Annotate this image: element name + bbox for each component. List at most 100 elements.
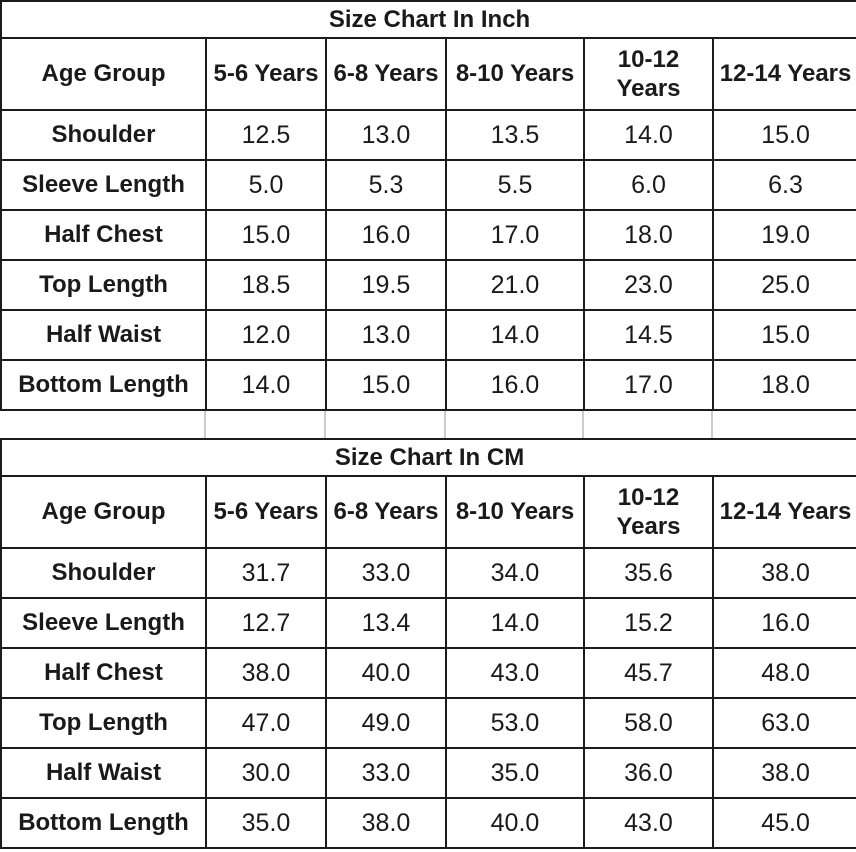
column-header-10-12-years: 10-12 Years	[583, 37, 714, 111]
table-row-shoulder: Shoulder 12.5 13.0 13.5 14.0 15.0	[0, 109, 856, 161]
size-value: 35.0	[445, 747, 585, 799]
table-row-sleeve-length: Sleeve Length 5.0 5.3 5.5 6.0 6.3	[0, 159, 856, 211]
size-value: 14.0	[445, 597, 585, 649]
size-value: 40.0	[445, 797, 585, 849]
row-label: Shoulder	[0, 109, 207, 161]
size-value: 33.0	[325, 747, 447, 799]
row-label: Bottom Length	[0, 359, 207, 411]
size-value: 12.7	[205, 597, 327, 649]
size-value: 16.0	[711, 597, 856, 649]
size-value: 13.4	[325, 597, 447, 649]
size-value: 19.0	[711, 209, 856, 261]
table-gap	[0, 411, 856, 438]
column-header-10-12-years: 10-12 Years	[583, 475, 714, 549]
size-value: 18.5	[205, 259, 327, 311]
size-value: 43.0	[445, 647, 585, 699]
size-value: 38.0	[711, 747, 856, 799]
size-value: 15.0	[711, 309, 856, 361]
size-value: 5.5	[445, 159, 585, 211]
column-header-12-14-years: 12-14 Years	[711, 37, 856, 111]
table-row-bottom-length: Bottom Length 14.0 15.0 16.0 17.0 18.0	[0, 359, 856, 411]
size-value: 18.0	[711, 359, 856, 411]
size-value: 38.0	[325, 797, 447, 849]
size-value: 6.3	[711, 159, 856, 211]
size-value: 5.3	[325, 159, 447, 211]
table-title-cm: Size Chart In CM	[0, 438, 856, 477]
size-value: 14.0	[445, 309, 585, 361]
table-row-top-length: Top Length 47.0 49.0 53.0 58.0 63.0	[0, 697, 856, 749]
size-value: 14.5	[583, 309, 714, 361]
row-label: Half Waist	[0, 747, 207, 799]
row-label: Half Chest	[0, 209, 207, 261]
row-label: Half Waist	[0, 309, 207, 361]
size-value: 15.0	[325, 359, 447, 411]
size-value: 40.0	[325, 647, 447, 699]
row-label: Top Length	[0, 697, 207, 749]
size-value: 63.0	[711, 697, 856, 749]
table-row-shoulder: Shoulder 31.7 33.0 34.0 35.6 38.0	[0, 547, 856, 599]
size-value: 35.0	[205, 797, 327, 849]
size-value: 31.7	[205, 547, 327, 599]
row-label: Half Chest	[0, 647, 207, 699]
row-label: Bottom Length	[0, 797, 207, 849]
size-value: 14.0	[583, 109, 714, 161]
size-value: 43.0	[583, 797, 714, 849]
table-row-bottom-length: Bottom Length 35.0 38.0 40.0 43.0 45.0	[0, 797, 856, 849]
size-value: 15.0	[711, 109, 856, 161]
gap-column-line	[444, 411, 446, 438]
size-value: 21.0	[445, 259, 585, 311]
table-row-half-chest: Half Chest 15.0 16.0 17.0 18.0 19.0	[0, 209, 856, 261]
size-value: 49.0	[325, 697, 447, 749]
size-value: 13.5	[445, 109, 585, 161]
column-header-12-14-years: 12-14 Years	[711, 475, 856, 549]
size-value: 30.0	[205, 747, 327, 799]
size-value: 35.6	[583, 547, 714, 599]
size-value: 13.0	[325, 109, 447, 161]
gap-column-line	[204, 411, 206, 438]
column-header-6-8-years: 6-8 Years	[325, 37, 447, 111]
size-value: 53.0	[445, 697, 585, 749]
size-value: 16.0	[445, 359, 585, 411]
size-value: 14.0	[205, 359, 327, 411]
size-value: 12.5	[205, 109, 327, 161]
size-value: 38.0	[205, 647, 327, 699]
size-value: 45.7	[583, 647, 714, 699]
size-value: 33.0	[325, 547, 447, 599]
table-row-half-waist: Half Waist 30.0 33.0 35.0 36.0 38.0	[0, 747, 856, 799]
column-header-6-8-years: 6-8 Years	[325, 475, 447, 549]
size-value: 12.0	[205, 309, 327, 361]
column-header-5-6-years: 5-6 Years	[205, 475, 327, 549]
size-value: 13.0	[325, 309, 447, 361]
size-value: 17.0	[583, 359, 714, 411]
size-value: 16.0	[325, 209, 447, 261]
size-value: 38.0	[711, 547, 856, 599]
column-header-5-6-years: 5-6 Years	[205, 37, 327, 111]
table-row-sleeve-length: Sleeve Length 12.7 13.4 14.0 15.2 16.0	[0, 597, 856, 649]
row-label: Sleeve Length	[0, 597, 207, 649]
size-value: 6.0	[583, 159, 714, 211]
size-value: 25.0	[711, 259, 856, 311]
size-value: 47.0	[205, 697, 327, 749]
size-value: 34.0	[445, 547, 585, 599]
size-value: 5.0	[205, 159, 327, 211]
gap-column-line	[711, 411, 713, 438]
column-header-8-10-years: 8-10 Years	[445, 475, 585, 549]
row-label: Sleeve Length	[0, 159, 207, 211]
size-chart-table-inch: Size Chart In Inch Age Group 5-6 Years 6…	[0, 0, 856, 411]
size-value: 45.0	[711, 797, 856, 849]
row-label: Shoulder	[0, 547, 207, 599]
size-value: 17.0	[445, 209, 585, 261]
table-title-inch: Size Chart In Inch	[0, 0, 856, 39]
size-value: 19.5	[325, 259, 447, 311]
column-header-age-group: Age Group	[0, 37, 207, 111]
size-value: 15.2	[583, 597, 714, 649]
gap-column-line	[582, 411, 584, 438]
size-value: 48.0	[711, 647, 856, 699]
row-label: Top Length	[0, 259, 207, 311]
size-value: 18.0	[583, 209, 714, 261]
column-header-8-10-years: 8-10 Years	[445, 37, 585, 111]
size-value: 23.0	[583, 259, 714, 311]
size-chart-table-cm: Size Chart In CM Age Group 5-6 Years 6-8…	[0, 438, 856, 849]
size-value: 15.0	[205, 209, 327, 261]
